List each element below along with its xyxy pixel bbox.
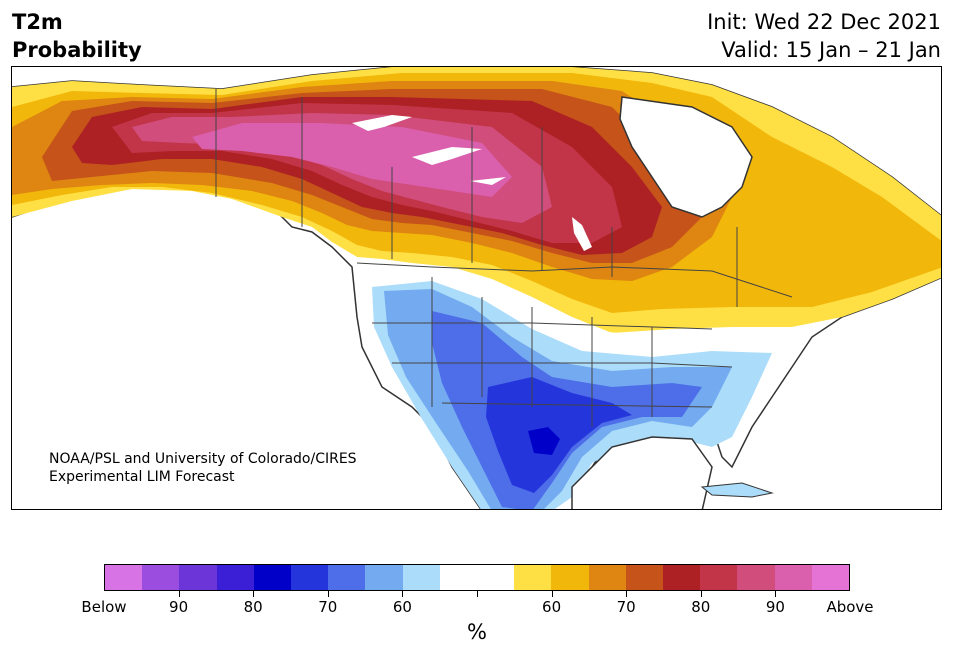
map-title: T2m Probability (12, 8, 142, 64)
probability-colorbar (104, 564, 850, 591)
lake-athabasca (470, 177, 506, 185)
valid-dates: Valid: 15 Jan – 21 Jan (721, 38, 941, 62)
cold-region-deepblue (486, 377, 632, 493)
colorbar-tick-label: 80 (243, 598, 263, 616)
colorbar-segment (551, 565, 589, 590)
colorbar-segment (811, 565, 850, 590)
colorbar-tick (253, 591, 255, 597)
colorbar-segment (365, 565, 403, 590)
colorbar-segment (588, 565, 626, 590)
lake-great-bear (352, 115, 412, 131)
credit-line-2: Experimental LIM Forecast (49, 469, 235, 485)
colorbar-segment (477, 565, 515, 590)
colorbar-tick-label: Above (826, 598, 874, 616)
title-type: Probability (12, 38, 142, 62)
map-panel (11, 66, 942, 510)
colorbar-segment (663, 565, 701, 590)
cuba (700, 482, 774, 498)
colorbar-segment (774, 565, 812, 590)
lake-great-slave (412, 147, 482, 165)
colorbar-segment (179, 565, 217, 590)
colorbar-tick (626, 591, 628, 597)
colorbar-segment (737, 565, 775, 590)
credit-line-1: NOAA/PSL and University of Colorado/CIRE… (49, 451, 357, 467)
colorbar-tick (477, 591, 478, 597)
colorbar-segment (142, 565, 180, 590)
colorbar-tick-label: 70 (616, 598, 636, 616)
hudson-bay (619, 96, 753, 218)
colorbar-segment (439, 565, 478, 590)
title-variable: T2m (12, 10, 63, 34)
colorbar-tick (551, 591, 553, 597)
credit-text: NOAA/PSL and University of Colorado/CIRE… (49, 450, 357, 486)
forecast-dates: Init: Wed 22 Dec 2021 Valid: 15 Jan – 21… (707, 8, 941, 64)
colorbar-tick (402, 591, 404, 597)
colorbar-tick-label: 80 (691, 598, 711, 616)
colorbar-segment (253, 565, 292, 590)
warm-region-pink (192, 123, 512, 197)
colorbar-segment (291, 565, 329, 590)
colorbar-unit: % (467, 620, 487, 644)
colorbar-segment (625, 565, 664, 590)
colorbar-tick (700, 591, 702, 597)
colorbar-segment (402, 565, 440, 590)
cold-region-navy (528, 427, 560, 455)
colorbar-tick (775, 591, 777, 597)
colorbar-tick-label: 90 (169, 598, 189, 616)
colorbar-tick-label: Below (81, 598, 127, 616)
colorbar-segment (514, 565, 552, 590)
north-america-map (12, 67, 941, 509)
colorbar-tick-label: 70 (318, 598, 338, 616)
colorbar-segment (216, 565, 254, 590)
init-date: Init: Wed 22 Dec 2021 (707, 10, 941, 34)
political-borders (215, 89, 793, 427)
colorbar-tick-label: 90 (765, 598, 785, 616)
colorbar-tick-label: 60 (392, 598, 412, 616)
colorbar-segment (328, 565, 366, 590)
lake-winnipeg (572, 217, 592, 251)
colorbar-tick (327, 591, 329, 597)
colorbar-segment (700, 565, 738, 590)
colorbar-tick-label: 60 (542, 598, 562, 616)
colorbar-tick (178, 591, 180, 597)
colorbar-segment (105, 565, 143, 590)
gulf-of-mexico (571, 436, 713, 509)
